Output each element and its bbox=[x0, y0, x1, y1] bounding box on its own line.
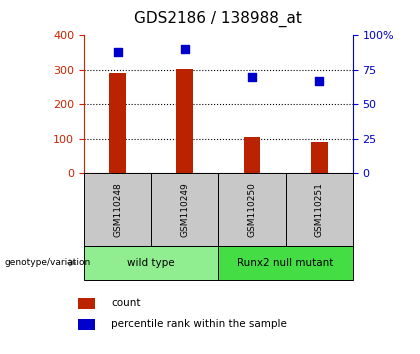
Point bbox=[181, 46, 188, 52]
Text: GSM110251: GSM110251 bbox=[315, 182, 324, 237]
Bar bbox=[311, 142, 328, 173]
Point bbox=[316, 78, 323, 84]
Point bbox=[114, 49, 121, 55]
Text: GSM110248: GSM110248 bbox=[113, 182, 122, 237]
Text: GDS2186 / 138988_at: GDS2186 / 138988_at bbox=[134, 11, 302, 27]
Point bbox=[249, 74, 255, 80]
Text: wild type: wild type bbox=[127, 258, 175, 268]
Text: GSM110249: GSM110249 bbox=[180, 182, 189, 237]
Bar bbox=[244, 137, 260, 173]
Bar bbox=[109, 73, 126, 173]
Text: count: count bbox=[111, 298, 141, 308]
Text: percentile rank within the sample: percentile rank within the sample bbox=[111, 319, 287, 329]
Text: GSM110250: GSM110250 bbox=[247, 182, 257, 237]
Text: genotype/variation: genotype/variation bbox=[4, 258, 90, 267]
Text: Runx2 null mutant: Runx2 null mutant bbox=[237, 258, 334, 268]
Bar bbox=[176, 69, 193, 173]
